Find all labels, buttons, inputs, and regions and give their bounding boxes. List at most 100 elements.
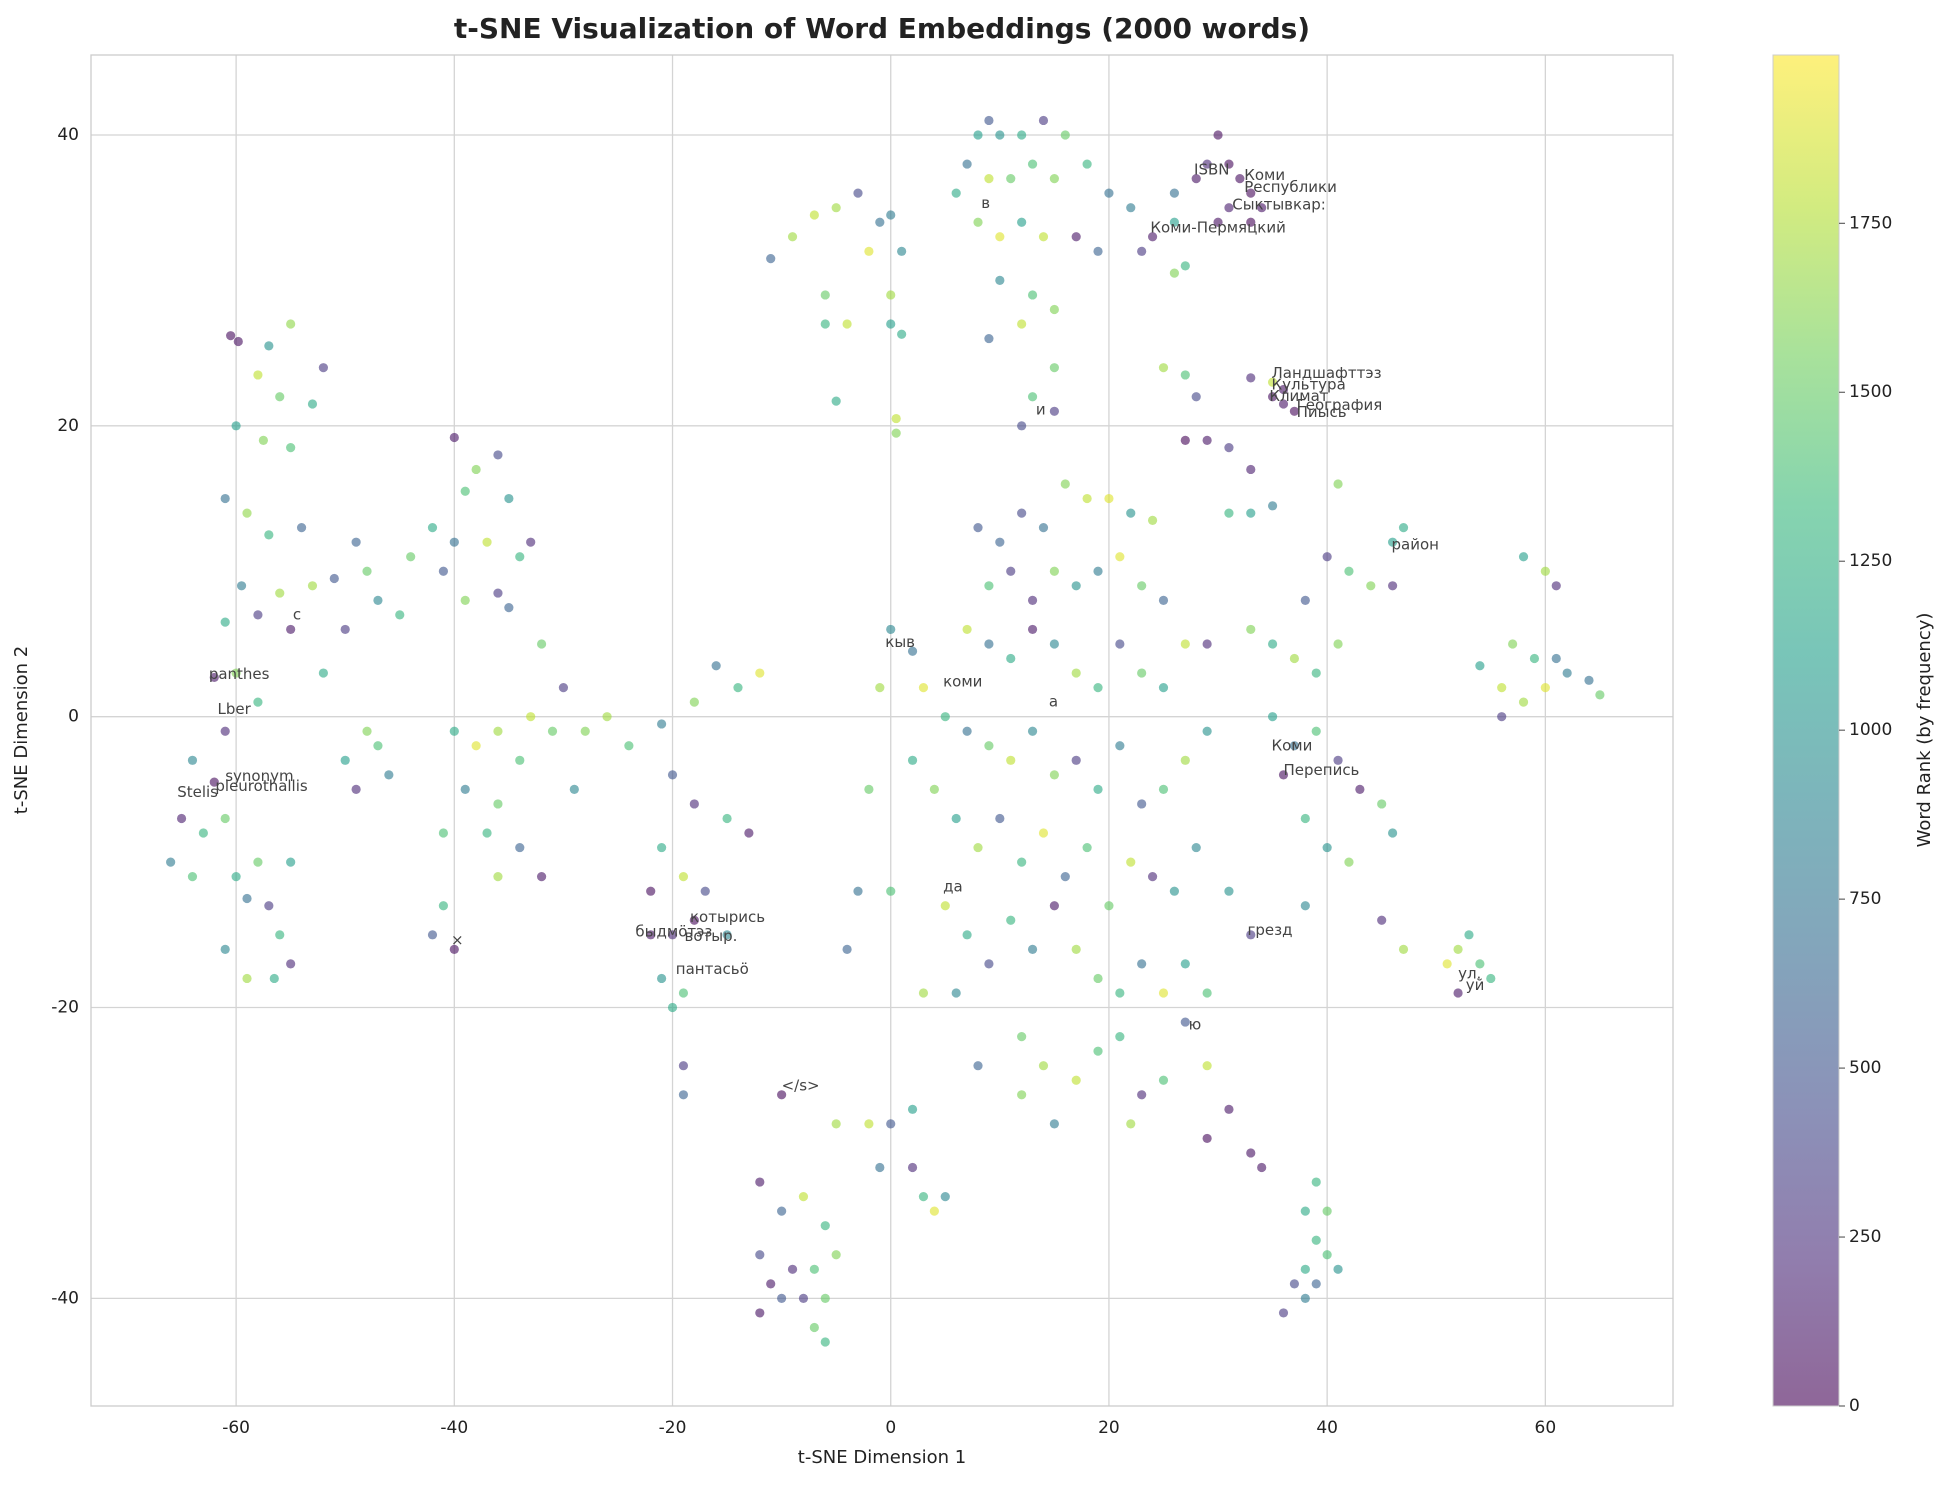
point — [1300, 813, 1310, 824]
point — [1104, 188, 1114, 198]
point — [918, 682, 929, 693]
point — [1267, 712, 1278, 722]
annotation: ю — [1189, 1015, 1202, 1033]
point — [1082, 493, 1092, 504]
point — [1311, 668, 1321, 678]
point — [536, 639, 547, 649]
point — [864, 784, 874, 794]
point — [220, 813, 230, 824]
point — [897, 329, 907, 339]
point — [1267, 392, 1278, 402]
point — [1246, 508, 1256, 518]
point — [755, 1308, 765, 1318]
point — [1388, 828, 1398, 838]
point — [1202, 159, 1212, 169]
point — [678, 1090, 689, 1100]
point — [438, 566, 449, 576]
point — [1267, 501, 1278, 511]
annotation: Ландшафттэз — [1271, 364, 1381, 382]
point — [973, 523, 983, 533]
point — [973, 1061, 983, 1071]
point — [1126, 1119, 1136, 1129]
point — [269, 973, 279, 984]
point — [1518, 552, 1529, 562]
point — [176, 813, 187, 824]
point — [624, 741, 634, 751]
colorbar-tick-label: 500 — [1849, 1058, 1881, 1078]
point — [286, 624, 296, 635]
point — [1115, 988, 1125, 998]
point — [1300, 1293, 1310, 1303]
point — [1093, 784, 1103, 794]
point — [460, 595, 470, 605]
point — [657, 719, 667, 729]
point — [1246, 930, 1256, 940]
point — [340, 624, 350, 635]
point — [951, 188, 961, 198]
point — [264, 341, 274, 351]
point — [1213, 217, 1223, 227]
point — [166, 857, 176, 867]
point — [929, 1206, 939, 1216]
point — [1017, 1090, 1027, 1100]
point — [1267, 639, 1278, 649]
point — [722, 930, 732, 940]
point — [886, 1119, 896, 1129]
point — [831, 1119, 841, 1129]
point — [962, 624, 972, 635]
point — [547, 726, 558, 736]
point — [209, 777, 219, 787]
point — [787, 1264, 798, 1274]
point — [733, 682, 743, 693]
point — [231, 421, 241, 431]
point — [678, 1061, 689, 1071]
point — [1027, 159, 1038, 169]
point — [1344, 566, 1354, 576]
point — [1147, 232, 1158, 242]
annotation: котырись — [690, 908, 765, 926]
point — [1006, 174, 1016, 184]
annotation: География — [1297, 396, 1383, 414]
point — [809, 210, 819, 220]
point — [1246, 217, 1256, 227]
point — [1562, 668, 1572, 678]
annotation: быдмӧтэз — [635, 922, 712, 940]
point — [264, 901, 274, 911]
annotation: Перепись — [1284, 761, 1360, 779]
point — [1311, 726, 1321, 736]
point — [678, 872, 689, 882]
point — [1344, 857, 1354, 867]
annotation: × — [451, 931, 464, 949]
point — [1115, 741, 1125, 751]
y-tick-label: -20 — [51, 998, 79, 1018]
point — [226, 331, 236, 341]
point — [897, 246, 907, 256]
colorbar-tick-label: 0 — [1849, 1396, 1860, 1416]
point — [820, 1337, 830, 1347]
point — [1518, 697, 1529, 707]
x-tick-label: -40 — [440, 1418, 468, 1438]
point — [1398, 523, 1409, 533]
point — [1006, 653, 1016, 664]
point — [427, 523, 438, 533]
y-tick-label: 40 — [57, 125, 79, 145]
point — [995, 275, 1005, 286]
point — [1213, 130, 1223, 140]
point — [667, 1002, 678, 1013]
point — [471, 464, 481, 475]
point — [1246, 188, 1256, 198]
point — [1115, 552, 1125, 562]
point — [515, 552, 525, 562]
point — [253, 857, 263, 867]
point — [1093, 973, 1103, 984]
point — [689, 915, 699, 925]
point — [1224, 443, 1234, 453]
point — [504, 493, 514, 504]
point — [1257, 1162, 1267, 1173]
point — [536, 872, 547, 882]
point — [1093, 566, 1103, 576]
point — [220, 726, 230, 736]
point — [984, 333, 994, 344]
point — [667, 930, 678, 940]
point — [864, 1119, 874, 1129]
